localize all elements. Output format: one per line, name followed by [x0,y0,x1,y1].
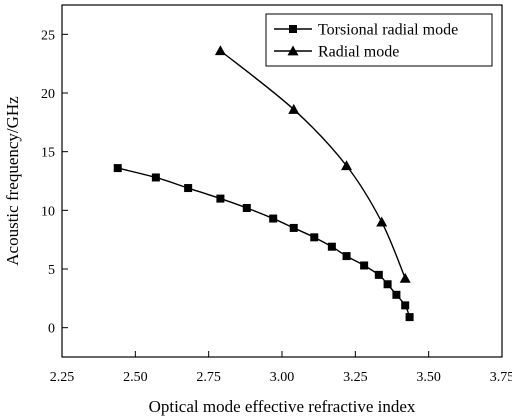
data-point-triangle [341,160,353,171]
x-tick-label: 3.00 [270,370,295,385]
x-tick-label: 2.75 [196,370,221,385]
legend-label: Radial mode [318,44,399,61]
data-point-square [392,290,401,299]
x-tick-label: 3.75 [490,370,512,385]
series-line-1 [117,167,411,318]
data-point-square [360,261,369,270]
y-tick-label: 0 [48,322,55,337]
data-point-square [401,301,410,310]
data-point-square [184,184,193,193]
x-tick-label: 3.50 [416,370,441,385]
data-point-square [383,280,392,289]
legend-marker-square [289,25,297,33]
data-point-triangle [376,216,388,227]
data-point-square [342,252,351,261]
y-axis-title: Acoustic frequency/GHz [3,96,22,266]
y-tick-label: 20 [41,87,55,102]
data-point-square [216,194,225,203]
data-point-triangle [288,103,300,114]
y-tick-label: 15 [41,146,55,161]
y-tick-label: 25 [41,28,55,43]
x-axis-title: Optical mode effective refractive index [149,397,416,416]
data-point-triangle [214,45,226,56]
x-tick-label: 2.25 [50,370,75,385]
y-tick-label: 5 [48,263,55,278]
y-tick-label: 10 [41,204,55,219]
legend-box [265,13,493,67]
legend-label: Torsional radial mode [318,22,458,39]
data-point-square [113,164,122,173]
legend-marker-triangle [287,45,299,56]
data-point-triangle [399,272,411,283]
x-axis: 2.25 2.50 2.75 3.00 3.25 3.50 3.75 [50,351,512,385]
series-lines [117,50,411,318]
x-tick-label: 2.50 [123,370,148,385]
series-markers [113,45,414,322]
data-point-square [242,203,251,212]
data-point-square [405,313,414,322]
data-point-square [151,173,160,182]
data-point-square [310,233,319,242]
series-line-2 [219,50,406,279]
x-tick-label: 3.25 [343,370,368,385]
data-point-square [374,270,383,279]
data-point-square [269,214,278,223]
data-point-square [289,223,298,232]
y-axis: 0 5 10 15 20 25 [41,28,68,337]
legend: Torsional radial mode Radial mode [265,13,493,67]
data-point-square [327,242,336,251]
